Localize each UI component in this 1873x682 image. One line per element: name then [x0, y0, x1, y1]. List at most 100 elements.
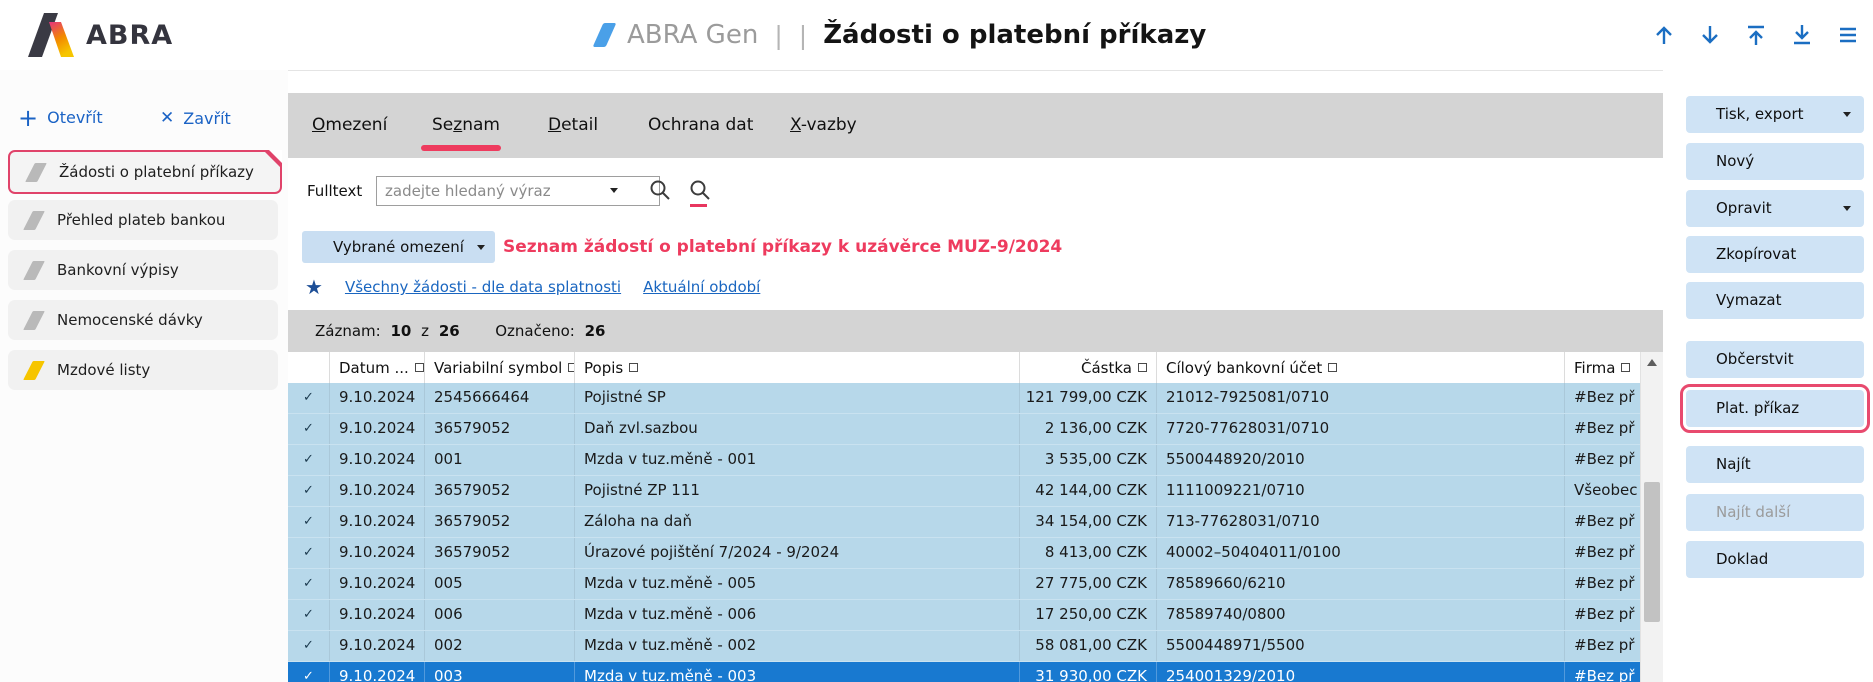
chevron-down-icon: [1843, 112, 1851, 117]
refresh-button[interactable]: Občerstvit: [1686, 341, 1864, 378]
cell-description: Mzda v tuz.měně - 005: [575, 569, 1020, 599]
header-castka[interactable]: Částka: [1020, 352, 1157, 383]
table-vertical-scrollbar[interactable]: [1640, 352, 1663, 682]
fulltext-dropdown-icon[interactable]: [610, 188, 618, 193]
marked-count: 26: [584, 322, 606, 340]
copy-button[interactable]: Zkopírovat: [1686, 236, 1864, 273]
search-highlight-icon[interactable]: [688, 178, 712, 206]
saved-filters-row: ★ Všechny žádosti - dle data splatnosti …: [305, 274, 760, 300]
tab-x-vazby[interactable]: X-vazby: [790, 115, 857, 135]
search-icon[interactable]: [648, 178, 672, 206]
chevron-down-icon: [477, 245, 485, 250]
cell-variable-symbol: 001: [425, 445, 575, 475]
cell-date: 9.10.2024: [330, 538, 425, 568]
sidebar-item-mzdove-listy[interactable]: Mzdové listy: [8, 350, 278, 390]
cell-variable-symbol: 36579052: [425, 414, 575, 444]
star-icon[interactable]: ★: [305, 275, 323, 299]
payment-order-button[interactable]: Plat. příkaz: [1680, 384, 1870, 433]
column-filter-icon[interactable]: [414, 363, 424, 372]
record-current: 10: [390, 322, 412, 340]
arrow-up-icon[interactable]: [1651, 22, 1677, 48]
table-row[interactable]: ✓ 9.10.2024 005 Mzda v tuz.měně - 005 27 775…: [288, 569, 1640, 600]
header-datum[interactable]: Datum ...: [330, 352, 425, 383]
row-check-icon: ✓: [288, 662, 330, 682]
row-check-icon: ✓: [288, 476, 330, 506]
filter-link-current-period[interactable]: Aktuální období: [643, 278, 761, 296]
find-next-button[interactable]: Najít další: [1686, 494, 1864, 531]
left-sidebar: + Otevřít ✕ Zavřít Žádosti o platební př…: [0, 70, 288, 682]
table-row[interactable]: ✓ 9.10.2024 2545666464 Pojistné SP 121 799,0…: [288, 383, 1640, 414]
cell-description: Daň zvl.sazbou: [575, 414, 1020, 444]
table-row[interactable]: ✓ 9.10.2024 36579052 Pojistné ZP 111 42 144,…: [288, 476, 1640, 507]
column-filter-icon[interactable]: [1621, 363, 1631, 372]
marked-label: Označeno:: [495, 322, 575, 340]
column-filter-icon[interactable]: [629, 363, 639, 372]
slash-icon: [23, 310, 45, 330]
scroll-up-icon[interactable]: [1647, 359, 1657, 366]
cell-variable-symbol: 36579052: [425, 538, 575, 568]
document-button[interactable]: Doklad: [1686, 541, 1864, 578]
cell-description: Mzda v tuz.měně - 006: [575, 600, 1020, 630]
tab-seznam[interactable]: Seznam: [432, 115, 500, 135]
sidebar-item-zadosti-o-platebni-prikazy[interactable]: Žádosti o platební příkazy: [8, 150, 282, 194]
record-of: z: [421, 322, 430, 340]
arrow-to-bottom-icon[interactable]: [1789, 22, 1815, 48]
print-export-button[interactable]: Tisk, export: [1686, 96, 1864, 133]
table-row[interactable]: ✓ 9.10.2024 002 Mzda v tuz.měně - 002 58 081…: [288, 631, 1640, 662]
cell-company: #Bez př: [1574, 388, 1635, 406]
arrow-down-icon[interactable]: [1697, 22, 1723, 48]
table-row[interactable]: ✓ 9.10.2024 003 Mzda v tuz.měně - 003 31 930…: [288, 662, 1640, 682]
app-name: ABRA Gen: [627, 20, 759, 50]
find-button[interactable]: Najít: [1686, 446, 1864, 483]
selected-restriction-button[interactable]: Vybrané omezení: [302, 231, 495, 263]
header-cilovy-bankovni-ucet[interactable]: Cílový bankovní účet: [1157, 352, 1565, 383]
header-popis[interactable]: Popis: [575, 352, 1020, 383]
tab-detail[interactable]: Detail: [548, 115, 599, 135]
cell-description: Záloha na daň: [575, 507, 1020, 537]
table-row[interactable]: ✓ 9.10.2024 001 Mzda v tuz.měně - 001 3 535,…: [288, 445, 1640, 476]
table-row[interactable]: ✓ 9.10.2024 36579052 Záloha na daň 34 154,00…: [288, 507, 1640, 538]
cell-date: 9.10.2024: [330, 507, 425, 537]
sidebar-item-nemocenske-davky[interactable]: Nemocenské dávky: [8, 300, 278, 340]
row-check-icon: ✓: [288, 414, 330, 444]
table-row[interactable]: ✓ 9.10.2024 36579052 Daň zvl.sazbou 2 136,00…: [288, 414, 1640, 445]
tab-ochrana-dat[interactable]: Ochrana dat: [648, 115, 754, 135]
menu-icon[interactable]: [1835, 22, 1861, 48]
header-variabilni-symbol[interactable]: Variabilní symbol: [425, 352, 575, 383]
cell-description: Úrazové pojištění 7/2024 - 9/2024: [575, 538, 1020, 568]
edit-button[interactable]: Opravit: [1686, 190, 1864, 227]
open-button[interactable]: + Otevřít: [18, 106, 103, 130]
table-row[interactable]: ✓ 9.10.2024 006 Mzda v tuz.měně - 006 17 250…: [288, 600, 1640, 631]
tab-omezeni[interactable]: Omezení: [312, 115, 388, 135]
app-slash-icon: [592, 23, 617, 47]
cell-amount: 121 799,00 CZK: [1020, 383, 1157, 413]
column-filter-icon[interactable]: [1328, 363, 1338, 372]
sidebar-item-prehled-plateb-bankou[interactable]: Přehled plateb bankou: [8, 200, 278, 240]
page-title: Žádosti o platební příkazy: [823, 20, 1207, 50]
sidebar-item-label: Mzdové listy: [57, 361, 151, 379]
search-highlight-underline: [690, 204, 707, 207]
close-button[interactable]: ✕ Zavřít: [160, 108, 231, 128]
new-button[interactable]: Nový: [1686, 143, 1864, 180]
cell-date: 9.10.2024: [330, 600, 425, 630]
header-firma[interactable]: Firma: [1565, 352, 1640, 383]
cell-amount: 27 775,00 CZK: [1020, 569, 1157, 599]
cell-company: #Bez př: [1574, 543, 1635, 561]
record-total: 26: [438, 322, 460, 340]
table-row[interactable]: ✓ 9.10.2024 36579052 Úrazové pojištění 7/20…: [288, 538, 1640, 569]
cell-target-account: 40002–50404011/0100: [1157, 538, 1565, 568]
column-filter-icon[interactable]: [568, 363, 574, 372]
record-label: Záznam:: [315, 322, 381, 340]
arrow-to-top-icon[interactable]: [1743, 22, 1769, 48]
filter-link-all-requests[interactable]: Všechny žádosti - dle data splatnosti: [344, 278, 622, 296]
restriction-title: Seznam žádostí o platební příkazy k uzáv…: [503, 237, 1063, 257]
cell-amount: 34 154,00 CZK: [1020, 507, 1157, 537]
column-filter-icon[interactable]: [1138, 363, 1147, 372]
cell-variable-symbol: 006: [425, 600, 575, 630]
sidebar-item-bankovni-vypisy[interactable]: Bankovní výpisy: [8, 250, 278, 290]
cell-variable-symbol: 002: [425, 631, 575, 661]
row-check-icon: ✓: [288, 600, 330, 630]
delete-button[interactable]: Vymazat: [1686, 282, 1864, 319]
cell-company: #Bez př: [1574, 667, 1635, 682]
scrollbar-thumb[interactable]: [1644, 482, 1660, 622]
